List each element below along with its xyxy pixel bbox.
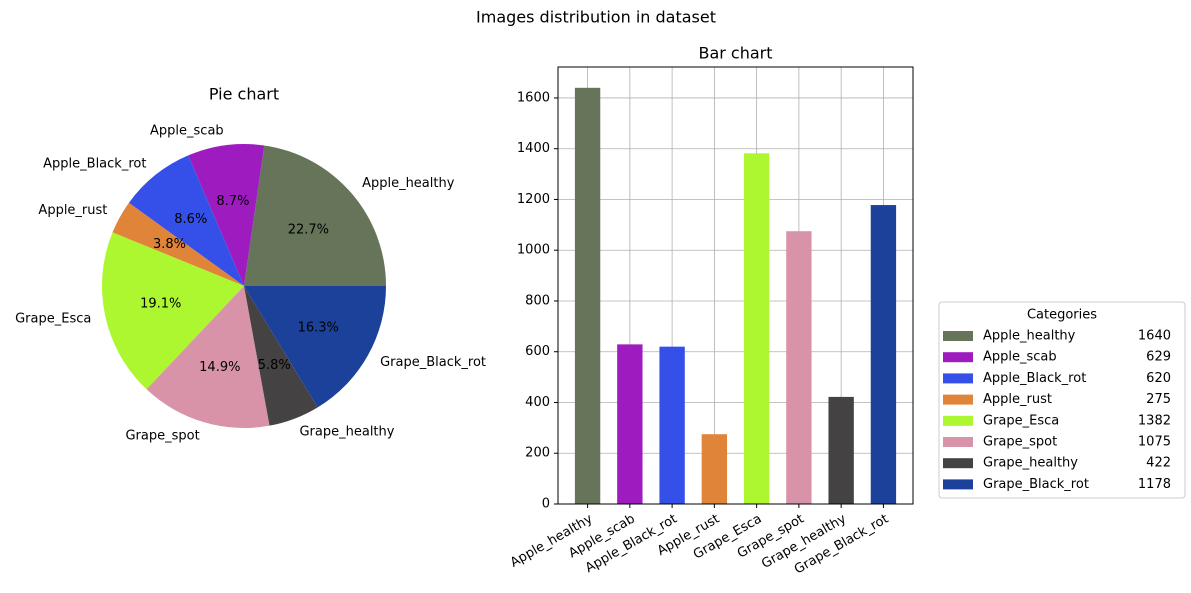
legend-count: 1382 (1138, 413, 1171, 428)
y-tick-label: 600 (525, 344, 550, 359)
y-tick-label: 200 (525, 446, 550, 461)
slice-percent: 22.7% (288, 223, 329, 238)
legend-count: 629 (1146, 350, 1171, 365)
legend-swatch (943, 373, 973, 384)
slice-label: Grape_Black_rot (380, 355, 486, 370)
legend-label: Grape_Black_rot (983, 477, 1089, 492)
legend-swatch (943, 458, 973, 469)
slice-percent: 3.8% (153, 237, 186, 252)
slice-label: Apple_rust (38, 203, 107, 218)
slice-percent: 8.6% (174, 212, 207, 227)
legend-count: 620 (1146, 371, 1171, 386)
slice-percent: 16.3% (298, 320, 339, 335)
legend-swatch (943, 415, 973, 426)
slice-label: Grape_Esca (15, 312, 91, 327)
legend-label: Apple_healthy (983, 329, 1076, 344)
axes-frame (557, 66, 914, 505)
pie-slice (146, 286, 270, 428)
pie-title: Pie chart (209, 85, 279, 104)
pie-slice (128, 155, 244, 286)
pie-slice (188, 144, 265, 286)
legend-title: Categories (1027, 308, 1097, 323)
bar (659, 346, 685, 504)
legend-count: 1075 (1138, 435, 1171, 450)
legend-label: Grape_healthy (983, 456, 1078, 471)
legend-count: 275 (1146, 392, 1171, 407)
legend-swatch (943, 437, 973, 447)
y-tick-label: 800 (525, 293, 550, 308)
legend-label: Grape_spot (983, 435, 1057, 450)
slice-percent: 5.8% (258, 358, 291, 373)
legend-swatch (943, 352, 973, 363)
bar (701, 434, 728, 504)
slice-percent: 19.1% (140, 297, 181, 312)
pie-slice (244, 286, 386, 408)
pie-slice (244, 286, 318, 426)
y-tick-label: 1200 (517, 192, 550, 207)
y-tick-label: 0 (542, 497, 550, 512)
legend-label: Apple_scab (983, 350, 1057, 365)
legend-count: 1640 (1138, 329, 1171, 344)
legend-label: Apple_Black_rot (983, 371, 1086, 386)
legend-label: Apple_rust (983, 392, 1052, 407)
legend-swatch (943, 479, 973, 490)
slice-label: Grape_healthy (299, 425, 394, 440)
slice-percent: 14.9% (199, 360, 240, 375)
bar (828, 396, 854, 504)
bar (743, 153, 770, 504)
y-tick-label: 400 (525, 395, 550, 410)
slice-label: Apple_healthy (362, 176, 455, 191)
slice-percent: 8.7% (216, 194, 249, 209)
bar (786, 231, 812, 505)
bar-title: Bar chart (698, 44, 772, 63)
legend-count: 1178 (1138, 477, 1171, 492)
pie-slice (102, 232, 244, 390)
legend-swatch (943, 331, 973, 341)
legend-count: 422 (1146, 456, 1171, 471)
bar (617, 344, 643, 504)
slice-label: Apple_scab (150, 124, 224, 139)
y-tick-label: 1000 (517, 243, 550, 258)
y-tick-label: 1600 (517, 90, 550, 105)
pie-slice (244, 145, 387, 286)
bar (870, 205, 897, 505)
legend-box (938, 301, 1186, 499)
slice-label: Grape_spot (125, 428, 199, 443)
bar (574, 87, 601, 505)
legend-swatch (943, 394, 973, 405)
y-tick-label: 1400 (517, 141, 550, 156)
slice-label: Apple_Black_rot (43, 157, 146, 172)
figure-title: Images distribution in dataset (476, 8, 716, 27)
pie-slice (112, 202, 245, 286)
legend-label: Grape_Esca (983, 413, 1059, 428)
